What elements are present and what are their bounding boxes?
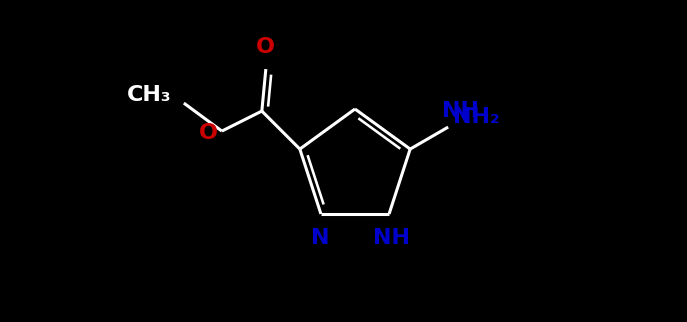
Text: NH₂: NH₂ [453, 107, 500, 127]
Text: CH₃: CH₃ [127, 85, 172, 105]
Text: N: N [311, 228, 329, 248]
Text: NH: NH [372, 228, 409, 248]
Text: O: O [256, 37, 275, 57]
Text: O: O [199, 123, 218, 143]
Text: NH: NH [442, 101, 479, 121]
